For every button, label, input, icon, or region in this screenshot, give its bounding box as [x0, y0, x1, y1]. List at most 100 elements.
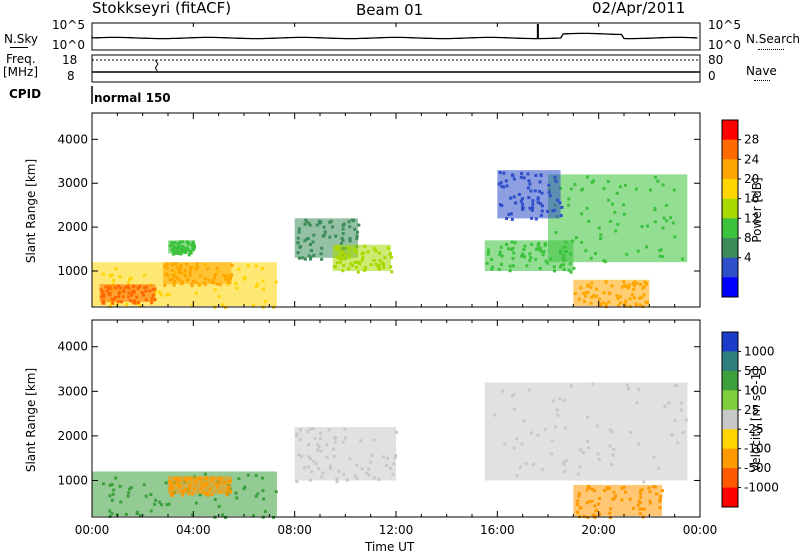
power-echo-cell [309, 257, 312, 261]
noise-search-legend-line [758, 49, 784, 50]
x-axis-label: Time UT [365, 540, 415, 554]
power-colorbar-cell [722, 139, 738, 160]
velocity-colorbar-cell [722, 390, 738, 411]
power-echo-cell [559, 214, 563, 217]
power-colorbar-tick-label: 20 [744, 172, 759, 186]
velocity-colorbar-cell [722, 370, 738, 391]
power-echo-cell [301, 256, 305, 260]
velocity-colorbar-cell [722, 448, 738, 469]
power-echo-region [573, 279, 650, 307]
power-echo-cell [111, 301, 115, 305]
power-colorbar-cell [722, 179, 738, 200]
freq-left-tick-top: 18 [62, 53, 78, 67]
velocity-ytick-label: 4000 [57, 340, 88, 354]
velocity-echo-cell [171, 493, 175, 497]
power-echo-cell [197, 283, 201, 287]
power-ytick-label: 2000 [57, 220, 88, 234]
power-colorbar-tick-label: 4 [744, 251, 752, 265]
power-colorbar-cell [722, 120, 738, 141]
power-echo-region [332, 244, 391, 271]
power-colorbar-cell [722, 257, 738, 278]
velocity-echo-cell [181, 493, 185, 497]
velocity-colorbar-cell [722, 351, 738, 372]
freq-label: Freq. [6, 52, 36, 66]
noise-sky-legend-line [10, 47, 28, 48]
power-echo-cell [102, 301, 106, 305]
velocity-colorbar-tick-label: 1000 [744, 344, 775, 358]
x-tick-label: 04:00 [176, 523, 211, 537]
power-echo-cell [357, 223, 361, 227]
x-tick-label: 20:00 [581, 523, 616, 537]
power-colorbar-tick-label: 8 [744, 231, 752, 245]
power-echo-region [548, 174, 688, 263]
velocity-colorbar-tick-label: -500 [744, 461, 771, 475]
velocity-echo-cell [608, 516, 612, 520]
power-echo-cell [137, 300, 140, 304]
velocity-ytick-label: 2000 [57, 429, 88, 443]
velocity-echo-cell [225, 493, 229, 497]
x-tick-label: 00:00 [683, 523, 718, 537]
freq-panel-frame [91, 54, 701, 83]
power-echo-region [162, 262, 232, 285]
velocity-colorbar-cell [722, 468, 738, 488]
power-echo-cell [389, 255, 393, 259]
velocity-colorbar-cell [722, 429, 738, 450]
power-echo-cell [356, 270, 360, 274]
freq-glitch [154, 59, 159, 73]
power-colorbar-tick-label: 12 [744, 211, 759, 225]
velocity-echo-cell [335, 480, 339, 484]
power-echo-cell [203, 282, 207, 286]
velocity-echo-cell [394, 430, 398, 434]
velocity-colorbar-cell [722, 409, 738, 430]
velocity-colorbar-tick-label: -100 [744, 442, 771, 456]
power-ytick-label: 1000 [57, 264, 88, 278]
velocity-echo-cell [295, 479, 299, 483]
velocity-echo-cell [642, 480, 646, 484]
freq-unit-label: [MHz] [3, 65, 39, 79]
power-echo-cell [150, 301, 154, 305]
velocity-ytick-label: 1000 [57, 473, 88, 487]
x-tick-label: 12:00 [379, 523, 414, 537]
noise-right-tick-top: 10^5 [708, 18, 741, 32]
power-echo-region [99, 284, 156, 302]
velocity-colorbar-tick-label: 500 [744, 364, 767, 378]
date-title: 02/Apr/2011 [592, 0, 686, 17]
power-echo-cell [172, 283, 176, 287]
power-echo-cell [108, 304, 112, 308]
velocity-colorbar-tick-label: -1000 [744, 481, 779, 495]
cpid-program: normal 150 [94, 91, 171, 105]
velocity-echo-cell [210, 493, 214, 496]
velocity-echo-cell [582, 514, 586, 518]
nave-legend-line [754, 80, 770, 81]
velocity-ytick-label: 3000 [57, 384, 88, 398]
power-colorbar-cell [722, 277, 738, 298]
velocity-colorbar-tick-label: 100 [744, 383, 767, 397]
beam-title: Beam 01 [356, 1, 424, 19]
power-echo-cell [187, 253, 191, 257]
power-echo-cell [572, 266, 576, 270]
power-colorbar-tick-label: 24 [744, 152, 759, 166]
noise-left-tick-bottom: 10^0 [52, 38, 85, 52]
power-colorbar-cell [722, 238, 738, 259]
nave-label: Nave [746, 64, 777, 78]
x-tick-label: 08:00 [277, 523, 312, 537]
power-colorbar-cell [722, 159, 738, 180]
power-echo-cell [179, 252, 183, 256]
power-echo-cell [510, 217, 514, 221]
power-echo-cell [534, 217, 538, 221]
nave-right-tick-bottom: 0 [708, 69, 716, 83]
velocity-colorbar-cell [722, 332, 738, 352]
noise-search-label: N.Search [746, 32, 800, 46]
velocity-echo-region [168, 476, 232, 494]
power-echo-cell [560, 205, 564, 209]
velocity-echo-region [484, 382, 688, 481]
x-tick-label: 00:00 [75, 523, 110, 537]
power-echo-cell [298, 256, 301, 260]
velocity-echo-cell [661, 489, 664, 493]
power-echo-cell [505, 217, 509, 220]
power-echo-cell [230, 263, 234, 267]
velocity-colorbar-tick-label: 25 [744, 403, 759, 417]
noise-panel-frame [91, 22, 701, 51]
power-echo-cell [190, 282, 194, 286]
